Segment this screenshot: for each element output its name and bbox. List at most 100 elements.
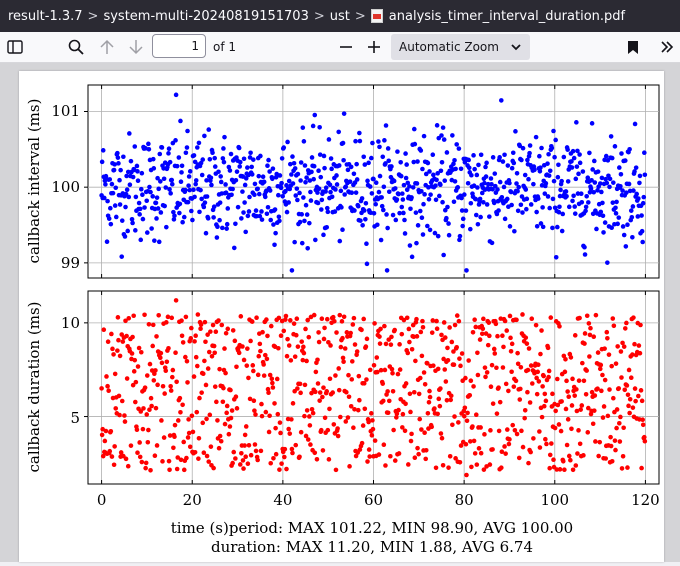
duration-point [113,406,119,411]
interval-point [117,202,123,207]
duration-point [264,356,270,362]
duration-point [167,467,172,473]
interval-point [193,178,199,183]
x-tick-label: 100 [540,491,569,509]
zoom-out-button[interactable] [334,35,358,59]
duration-point [322,325,327,331]
breadcrumb-item-file[interactable]: analysis_timer_interval_duration.pdf [388,8,626,24]
interval-point [497,179,503,185]
interval-point [455,185,461,190]
duration-point [173,350,178,355]
duration-point [165,314,171,320]
interval-point [266,157,271,163]
duration-point [500,333,505,339]
duration-point [600,415,606,420]
interval-point [604,180,610,186]
duration-point [506,441,512,447]
duration-point [316,330,321,335]
duration-point [293,442,299,448]
interval-point [487,214,492,219]
duration-point [509,369,514,375]
duration-point [566,453,572,459]
sidebar-toggle-button[interactable] [3,35,27,59]
duration-point [586,321,592,326]
interval-point [345,167,351,173]
interval-point [125,169,131,175]
interval-point [245,213,251,219]
interval-point [103,182,108,187]
duration-point [130,382,136,388]
duration-point [468,439,473,444]
duration-point [508,348,514,354]
duration-point [622,387,628,393]
zoom-select[interactable]: Automatic Zoom [391,34,530,60]
duration-point [607,387,612,392]
duration-point [582,341,587,346]
interval-point [297,219,303,225]
interval-point [640,239,645,245]
interval-point [294,186,300,191]
duration-point [142,385,148,390]
interval-point [310,123,316,129]
duration-point [546,368,552,374]
duration-point [304,408,310,413]
duration-point [255,372,261,378]
interval-point [426,197,432,202]
duration-point [131,313,136,319]
more-tools-button[interactable] [655,35,679,59]
duration-point [389,334,394,340]
duration-point [243,454,248,460]
duration-point [434,326,440,331]
duration-point [528,363,534,368]
duration-point [409,431,414,437]
interval-point [334,173,339,178]
interval-point [478,152,484,158]
duration-point [147,407,152,412]
duration-point [396,451,402,456]
duration-point [406,326,412,332]
duration-point [318,427,324,433]
duration-point [501,344,506,350]
find-button[interactable] [64,35,88,59]
duration-point [279,461,284,466]
breadcrumb-item-system[interactable]: system-multi-20240819151703 [103,8,309,24]
duration-point [638,388,644,393]
bookmark-button[interactable] [621,35,645,59]
interval-point [198,160,204,166]
interval-point [299,212,305,217]
duration-point [637,350,643,356]
interval-point [639,213,644,218]
duration-point [513,378,519,384]
duration-point [330,390,336,395]
breadcrumb-item-ust[interactable]: ust [329,8,350,24]
duration-point [564,442,570,448]
duration-point [397,367,403,372]
breadcrumb-separator: > [87,8,99,24]
duration-point [381,442,387,448]
interval-point [450,133,455,138]
duration-point [392,458,398,463]
interval-point [572,204,578,209]
duration-point [268,323,274,329]
page-number-input[interactable]: 1 [152,34,206,58]
duration-point [408,438,414,444]
interval-point [371,176,376,182]
interval-point [161,176,167,182]
interval-point [130,174,136,180]
x-tick-label: 20 [183,491,202,509]
previous-page-button[interactable] [95,35,119,59]
zoom-in-button[interactable] [362,35,386,59]
duration-point [305,317,311,323]
duration-point [107,448,113,454]
breadcrumb-item-result[interactable]: result-1.3.7 [8,8,83,24]
document-viewer[interactable]: 99 100 101 callback interval (ms) 5 10 c… [0,63,680,562]
duration-point [179,318,184,323]
interval-point [508,189,514,195]
interval-point [201,204,207,210]
duration-point [307,423,313,428]
interval-point [115,155,121,160]
duration-point [401,317,407,323]
next-page-button[interactable] [124,35,148,59]
interval-point [135,178,141,183]
duration-point [198,326,203,332]
